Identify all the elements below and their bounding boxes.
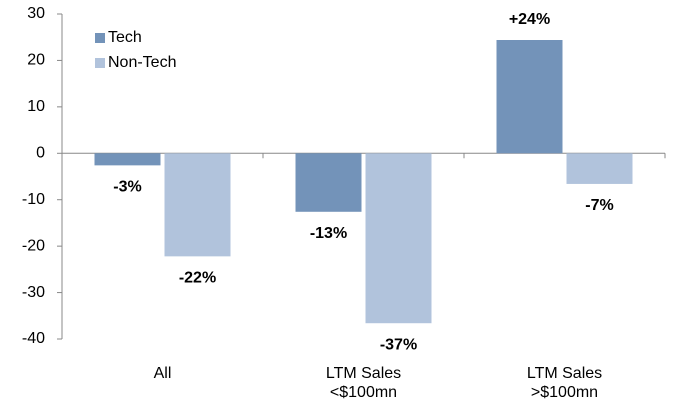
x-tick-label: LTM Sales >$100mn <box>526 365 603 400</box>
y-tick-label: 20 <box>27 52 45 69</box>
x-tick-label: LTM Sales <$100mn <box>325 365 402 400</box>
bar <box>94 153 161 166</box>
bar <box>566 153 633 184</box>
value-label: -13% <box>310 225 347 242</box>
legend-swatch <box>95 58 105 68</box>
legend-label: Non-Tech <box>108 54 176 71</box>
value-label: -7% <box>585 197 613 214</box>
y-tick-label: 0 <box>36 145 45 162</box>
value-label: -22% <box>179 270 216 287</box>
bar <box>295 153 362 212</box>
legend-swatch <box>95 33 105 43</box>
y-tick-label: -10 <box>22 191 45 208</box>
bar <box>164 153 231 257</box>
value-label: +24% <box>509 11 550 28</box>
value-label: -3% <box>113 179 141 196</box>
value-label: -37% <box>380 336 417 353</box>
y-tick-label: 30 <box>27 5 45 22</box>
bar <box>365 153 432 324</box>
y-tick-label: -20 <box>22 237 45 254</box>
bar <box>496 40 563 154</box>
legend-label: Tech <box>108 29 142 46</box>
x-tick-label: All <box>153 365 172 382</box>
y-tick-label: -40 <box>22 330 45 347</box>
y-tick-label: -30 <box>22 284 45 301</box>
y-tick-label: 10 <box>27 98 45 115</box>
